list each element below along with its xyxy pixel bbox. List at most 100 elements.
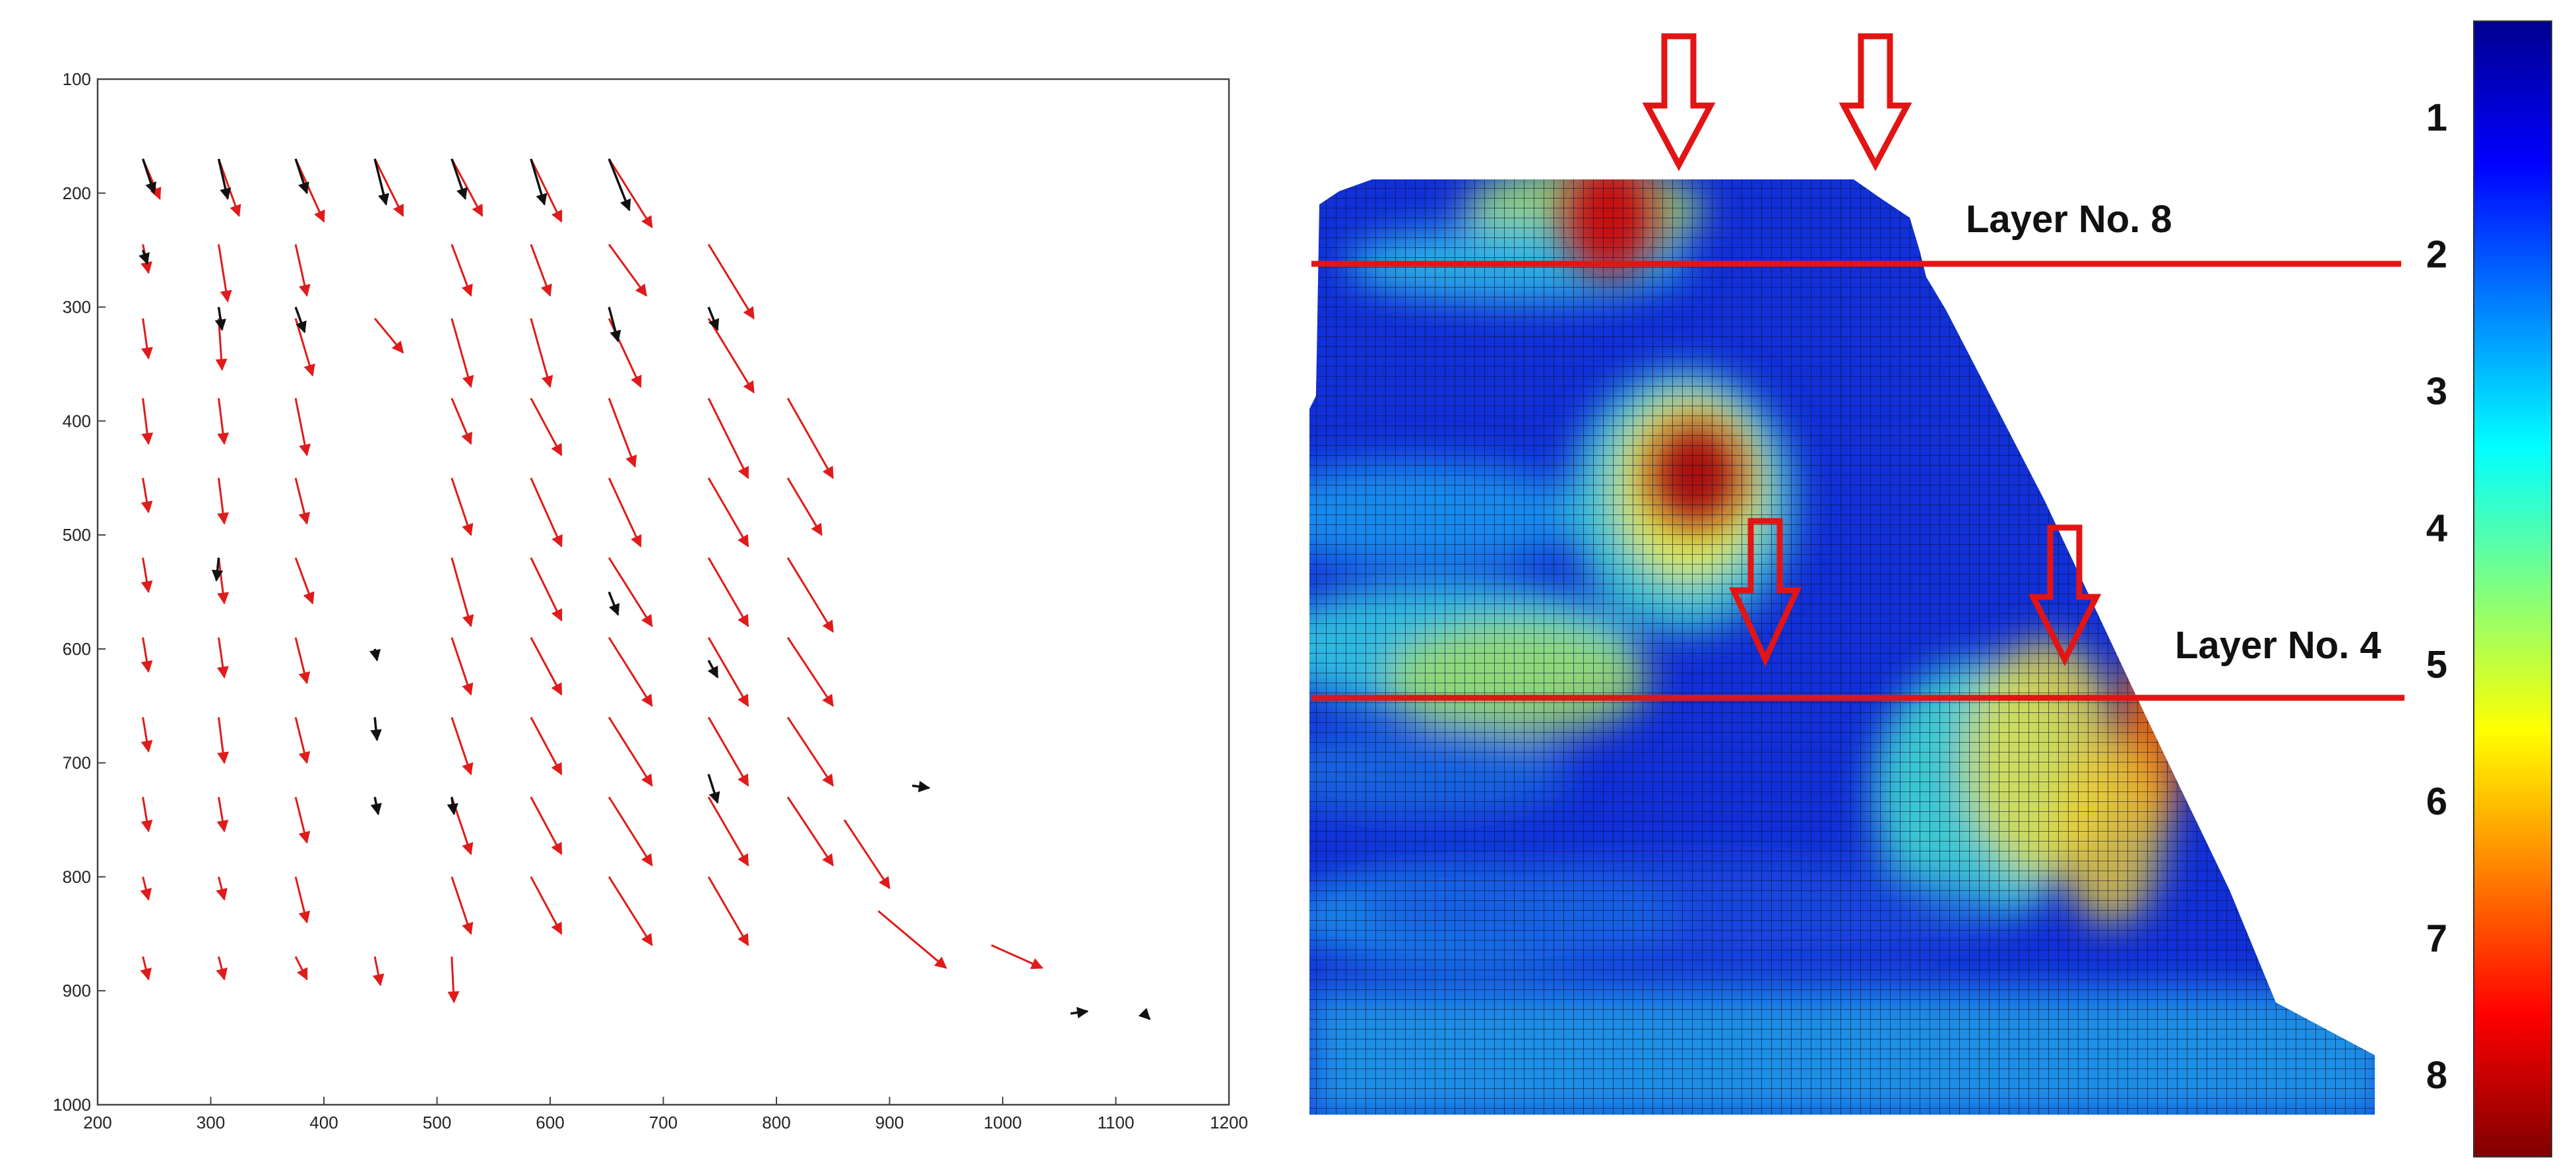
- black-vector: [370, 717, 382, 741]
- y-tick-label: 1000: [53, 1095, 91, 1115]
- red-vector: [786, 636, 834, 707]
- red-vector: [707, 876, 749, 946]
- x-tick-label: 1100: [1098, 1113, 1135, 1132]
- red-vector: [991, 944, 1044, 970]
- red-vector: [530, 876, 563, 935]
- y-tick-label: 100: [63, 69, 91, 89]
- black-vector: [217, 158, 232, 200]
- black-vector: [608, 591, 620, 616]
- black-vector: [707, 660, 719, 679]
- colorbar-labels: 1 2 3 4 5 6 7 8: [2426, 96, 2447, 1097]
- red-vector: [608, 158, 653, 229]
- red-vector: [530, 716, 563, 776]
- red-vector: [217, 398, 230, 445]
- black-vector: [214, 307, 226, 331]
- red-vector: [530, 318, 553, 388]
- x-tick-label: 700: [649, 1113, 677, 1132]
- vector-field: [139, 158, 1151, 1020]
- red-vector: [374, 317, 404, 354]
- red-vector: [372, 956, 385, 987]
- colorbar-label: 6: [2426, 780, 2447, 823]
- red-vector: [294, 797, 311, 844]
- red-vector: [707, 398, 749, 479]
- y-tick-label: 800: [63, 867, 91, 886]
- red-vector: [373, 158, 404, 217]
- colorbar-label: 2: [2426, 233, 2447, 276]
- red-vector: [608, 557, 653, 627]
- red-vector: [294, 478, 311, 525]
- black-vector: [912, 780, 931, 793]
- x-tick-label: 400: [309, 1113, 338, 1132]
- x-tick-label: 600: [536, 1113, 564, 1132]
- red-vector: [530, 244, 552, 297]
- quiver-plot: 200 300 400 500 600 700 800 900 1000 1100 1200 100…: [53, 69, 1248, 1132]
- black-vector: [707, 306, 720, 331]
- red-vector: [294, 158, 325, 223]
- red-vector: [451, 557, 474, 628]
- red-vector: [608, 398, 637, 468]
- red-vector: [530, 398, 563, 456]
- red-vector: [451, 637, 474, 696]
- layer-4-label: Layer No. 4: [2175, 624, 2381, 667]
- quiver-axes-frame: [96, 78, 1230, 1106]
- colorbar-label: 1: [2426, 96, 2447, 139]
- red-vector: [294, 398, 311, 456]
- x-tick-label: 1000: [984, 1113, 1022, 1132]
- black-vector: [608, 307, 621, 343]
- red-vector: [608, 478, 642, 548]
- red-vector: [140, 877, 152, 901]
- red-vector: [451, 717, 474, 776]
- x-tick-label: 500: [423, 1113, 451, 1132]
- black-vector: [608, 158, 631, 212]
- red-vector: [608, 796, 653, 867]
- red-vector: [141, 557, 153, 594]
- red-vector: [530, 557, 563, 622]
- red-vector: [530, 636, 563, 696]
- colorbar-label: 4: [2426, 507, 2447, 549]
- black-vector: [373, 158, 390, 206]
- black-vector: [530, 158, 548, 206]
- red-vector: [141, 797, 153, 833]
- black-vector: [707, 774, 720, 804]
- black-vector: [294, 306, 307, 334]
- red-vector: [843, 819, 891, 890]
- x-axis-ticks: 200 300 400 500 600 700 800 900 1000 1100 1200: [83, 1097, 1248, 1132]
- colorbar-label: 7: [2426, 917, 2447, 960]
- black-vector: [211, 557, 224, 582]
- red-vector: [451, 398, 472, 445]
- red-vector: [451, 244, 473, 297]
- x-tick-label: 200: [83, 1113, 111, 1132]
- y-tick-label: 200: [63, 183, 91, 203]
- red-vector: [451, 318, 474, 388]
- red-vector: [530, 478, 563, 548]
- red-vector: [218, 244, 232, 303]
- red-vector: [216, 956, 228, 981]
- red-vector: [447, 956, 460, 1004]
- load-arrow-3-icon: [1728, 518, 1802, 667]
- load-arrow-4-icon: [2028, 524, 2102, 666]
- red-vector: [608, 243, 647, 297]
- red-vector: [786, 398, 834, 479]
- red-vector: [141, 478, 153, 514]
- y-tick-label: 300: [63, 297, 91, 317]
- black-vector: [1138, 1008, 1151, 1020]
- y-tick-label: 400: [63, 411, 91, 431]
- red-vector: [707, 557, 749, 627]
- red-vector: [294, 557, 315, 605]
- red-vector: [877, 910, 947, 969]
- red-vector: [707, 636, 749, 707]
- red-vector: [217, 478, 230, 525]
- x-tick-label: 1200: [1210, 1113, 1248, 1132]
- red-vector: [786, 557, 834, 633]
- red-vector: [707, 796, 749, 867]
- red-vector: [608, 716, 653, 787]
- red-vector: [451, 478, 474, 536]
- black-vector: [447, 797, 458, 816]
- red-vector: [140, 956, 152, 981]
- red-vector: [530, 158, 563, 223]
- red-vector: [707, 477, 749, 547]
- x-tick-label: 900: [875, 1113, 904, 1132]
- red-vector: [786, 796, 834, 867]
- black-vector: [370, 797, 382, 816]
